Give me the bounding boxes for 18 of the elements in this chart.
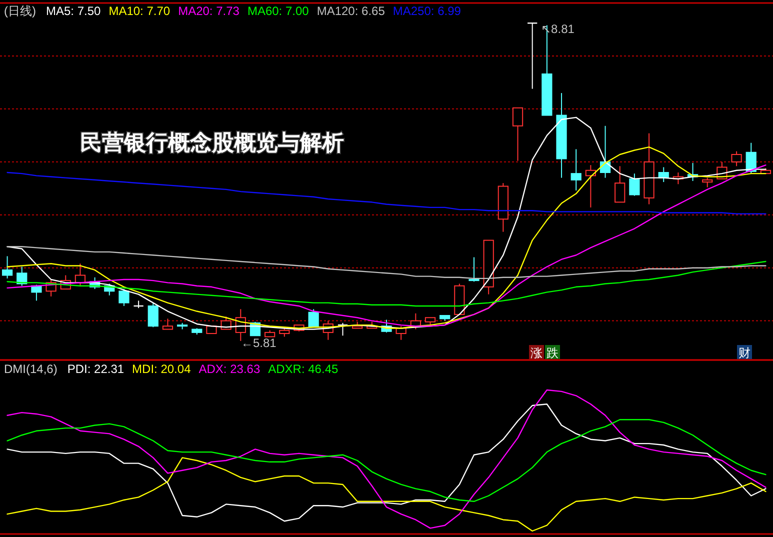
candlestick [570, 148, 582, 192]
text: MA60: 7.00 [247, 4, 310, 18]
text: MA10: 7.70 [108, 4, 170, 18]
chart-title: DMI(14,6) [4, 362, 58, 376]
candlestick [556, 92, 567, 178]
text: PDI: 22.31 [67, 362, 124, 376]
text: MA5: 7.50 [46, 4, 102, 18]
text: MA20: 7.73 [178, 4, 240, 18]
text: ADX: 23.63 [198, 362, 260, 376]
candlestick [644, 132, 654, 205]
text: MA250: 6.99 [392, 4, 462, 18]
text: MDI: 20.04 [132, 362, 192, 376]
text: MA120: 6.65 [316, 4, 386, 18]
text: ADXR: 46.45 [268, 362, 338, 376]
annotation: ←5.81 [241, 336, 277, 350]
chart-title: (日线) [4, 4, 36, 18]
candlestick [498, 182, 508, 232]
annotation: 民营银行概念股概览与解析 [80, 130, 344, 155]
